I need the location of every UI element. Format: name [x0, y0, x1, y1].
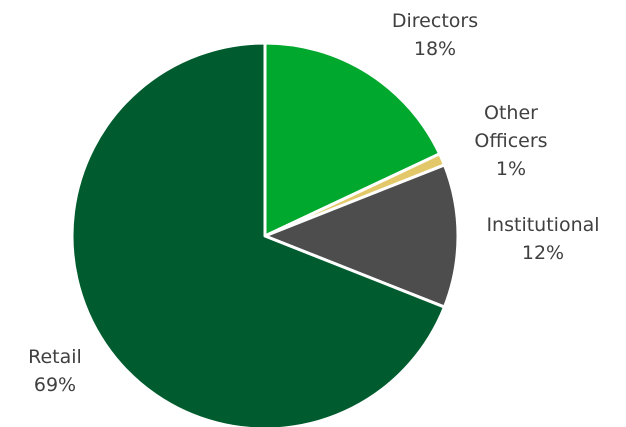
slice-name-label: Retail	[28, 346, 82, 368]
slice-labels: Directors 18% Other Officers 1% Institutional…	[28, 10, 599, 396]
pie-slices	[70, 41, 460, 427]
slice-name-label: Officers	[474, 130, 547, 152]
slice-value-label: 12%	[522, 242, 564, 264]
slice-value-label: 1%	[496, 158, 526, 180]
slice-label-institutional: Institutional 12%	[486, 214, 599, 264]
slice-label-directors: Directors 18%	[392, 10, 478, 60]
slice-value-label: 69%	[34, 374, 76, 396]
pie-slice-retail	[70, 41, 446, 427]
slice-name-label: Institutional	[486, 214, 599, 236]
pie-slice-directors	[263, 41, 442, 238]
slice-value-label: 18%	[414, 38, 456, 60]
slice-name-label: Other	[484, 102, 538, 124]
slice-label-other-officers: Other Officers 1%	[474, 102, 547, 180]
pie-slice-institutional	[263, 163, 460, 309]
slice-label-retail: Retail 69%	[28, 346, 82, 396]
slice-name-label: Directors	[392, 10, 478, 32]
